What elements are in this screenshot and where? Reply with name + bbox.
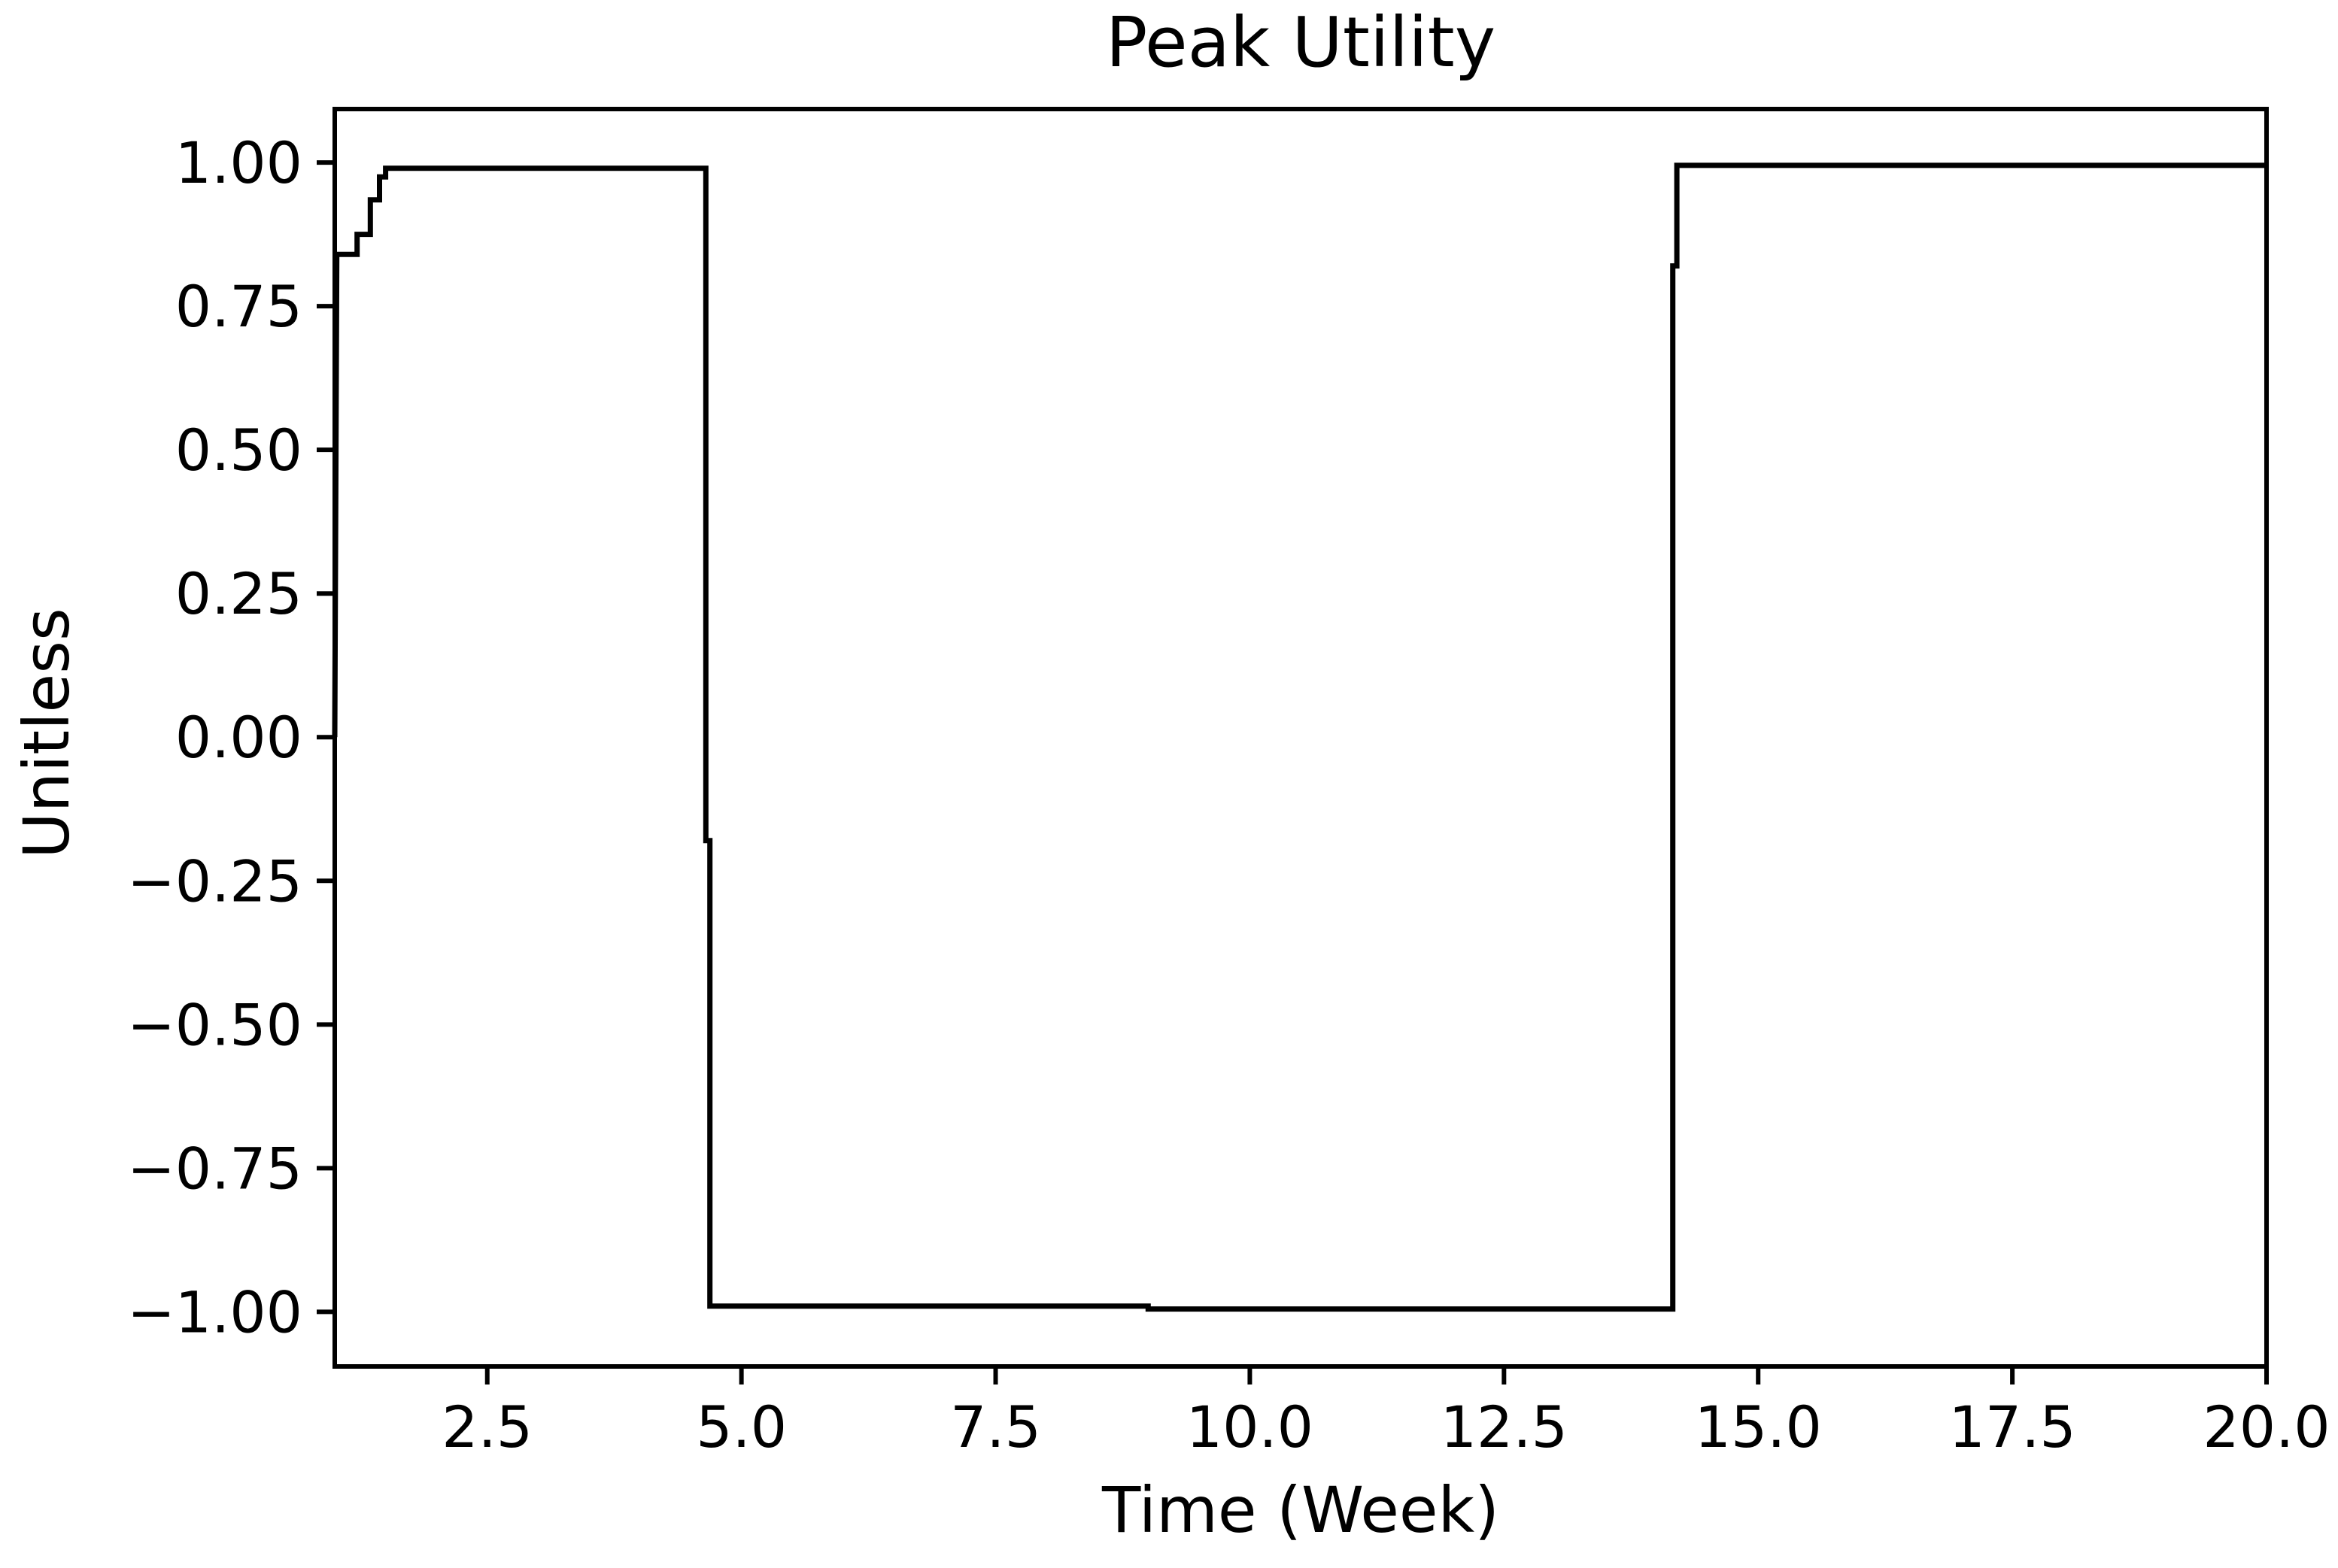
- data-line: [332, 162, 2267, 1312]
- x-tick-label: 20.0: [2203, 1394, 2330, 1460]
- y-tick-label: −1.00: [127, 1278, 302, 1345]
- y-tick-label: −0.75: [127, 1135, 302, 1202]
- x-tick-label: 15.0: [1695, 1394, 1822, 1460]
- x-axis-label: Time (Week): [1102, 1473, 1499, 1547]
- y-tick-label: −0.25: [127, 848, 302, 914]
- axes-background: [335, 109, 2267, 1366]
- x-tick-label: 2.5: [442, 1394, 533, 1460]
- x-tick-label: 17.5: [1948, 1394, 2075, 1460]
- x-tick-label: 5.0: [696, 1394, 787, 1460]
- y-tick-label: 0.75: [175, 273, 302, 340]
- axes-spines: [332, 107, 2269, 1369]
- chart-title: Peak Utility: [1105, 2, 1496, 83]
- x-tick-label: 12.5: [1441, 1394, 1568, 1460]
- y-tick-label: 0.00: [175, 704, 302, 771]
- y-tick-label: 0.50: [175, 417, 302, 484]
- y-tick-label: 1.00: [175, 129, 302, 196]
- y-tick-label: 0.25: [175, 560, 302, 627]
- x-tick-label: 7.5: [950, 1394, 1041, 1460]
- x-tick-label: 10.0: [1186, 1394, 1313, 1460]
- y-tick-label: −0.50: [127, 991, 302, 1058]
